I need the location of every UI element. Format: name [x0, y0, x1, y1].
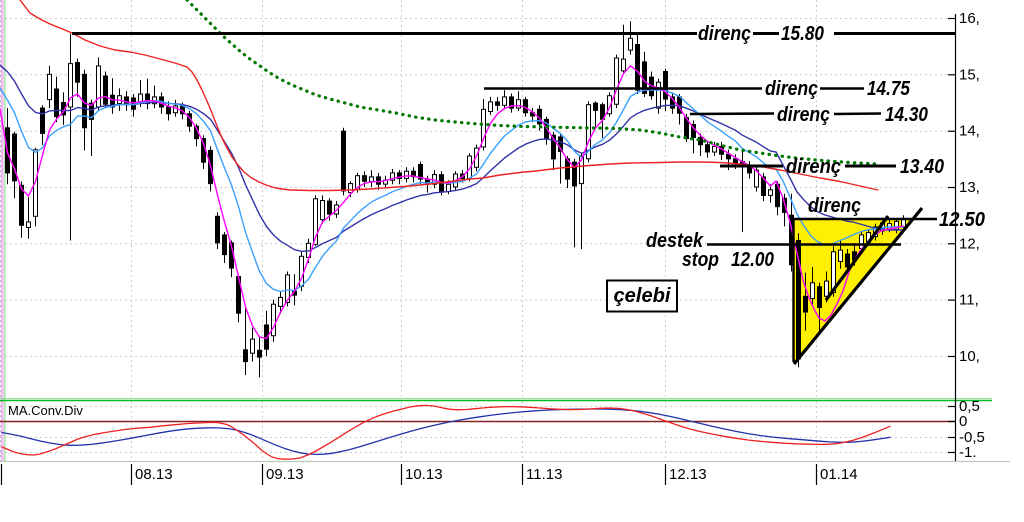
svg-text:12,: 12,: [959, 235, 980, 252]
svg-text:15,: 15,: [959, 66, 980, 83]
svg-text:12.13: 12.13: [669, 466, 707, 483]
svg-text:01.14: 01.14: [820, 466, 858, 483]
svg-text:0,5: 0,5: [959, 398, 980, 415]
svg-text:12.50: 12.50: [939, 209, 985, 231]
svg-text:10,: 10,: [959, 348, 980, 365]
svg-text:direnç: direnç: [786, 156, 841, 178]
svg-text:stop: stop: [682, 249, 719, 271]
svg-text:14,: 14,: [959, 123, 980, 140]
svg-text:10.13: 10.13: [405, 466, 443, 483]
svg-text:direnç: direnç: [765, 78, 818, 100]
svg-text:0: 0: [959, 413, 967, 430]
svg-text:12.00: 12.00: [731, 249, 774, 271]
svg-text:direnç: direnç: [777, 104, 830, 126]
svg-text:16,: 16,: [959, 10, 980, 27]
svg-text:11,: 11,: [959, 292, 979, 309]
svg-text:destek: destek: [646, 230, 704, 252]
svg-text:08.13: 08.13: [135, 466, 173, 483]
svg-text:çelebi: çelebi: [614, 285, 671, 307]
svg-text:15.80: 15.80: [781, 23, 824, 45]
svg-text:13.40: 13.40: [900, 156, 944, 178]
svg-text:-1.: -1.: [959, 444, 977, 461]
svg-text:direnç: direnç: [698, 23, 751, 45]
svg-text:direnç: direnç: [808, 195, 861, 217]
svg-text:MA.Conv.Div: MA.Conv.Div: [8, 403, 83, 418]
svg-text:-0,5: -0,5: [959, 429, 985, 446]
svg-text:14.30: 14.30: [885, 104, 928, 126]
svg-text:13,: 13,: [959, 179, 980, 196]
svg-text:09.13: 09.13: [266, 466, 304, 483]
svg-text:11.13: 11.13: [526, 466, 562, 483]
svg-text:14.75: 14.75: [867, 78, 911, 100]
